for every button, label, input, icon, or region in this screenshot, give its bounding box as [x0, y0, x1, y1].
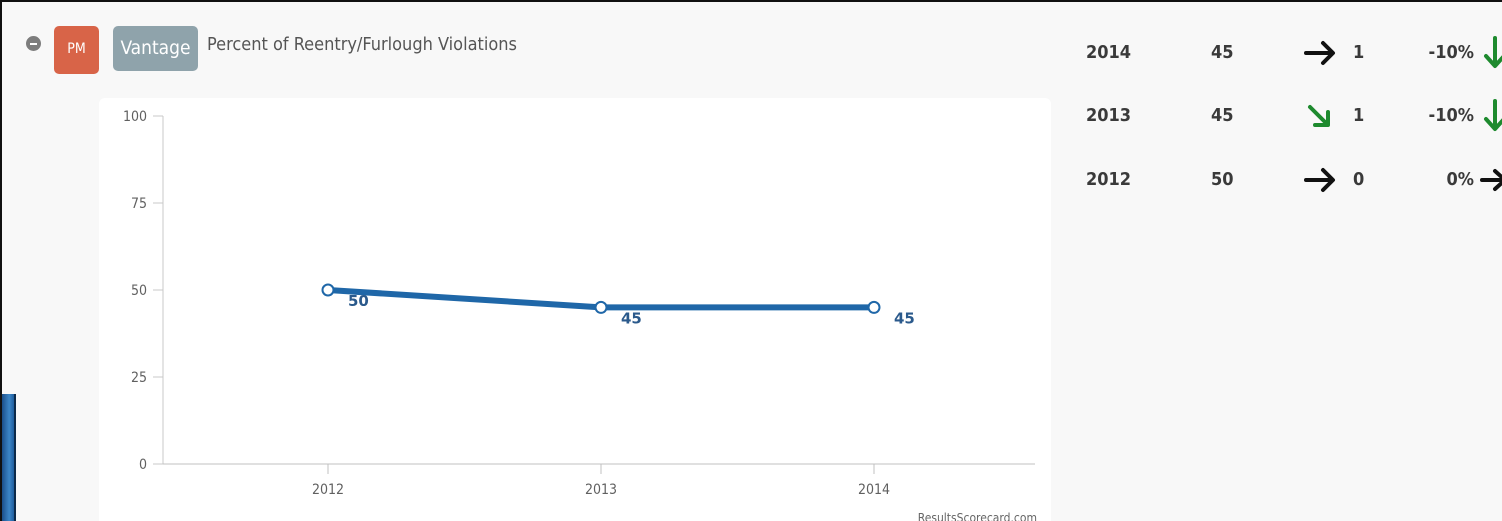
right-arrow-icon [1304, 41, 1335, 65]
y-tick-label: 75 [131, 196, 147, 212]
program-badge[interactable]: Vantage [113, 26, 198, 71]
data-point [321, 283, 335, 297]
data-label: 45 [621, 309, 642, 327]
down-arrow-icon [1484, 99, 1502, 131]
row-year: 2014 [1086, 42, 1132, 63]
x-tick-label: 2012 [312, 482, 344, 498]
collapse-icon[interactable] [26, 36, 41, 51]
y-tick-label: 0 [139, 457, 147, 473]
line-chart: 100 75 50 25 0 2012 2013 2014 50 45 45 ResultsScore… [123, 109, 1037, 521]
measure-title[interactable]: Percent of Reentry/Furlough Violations [207, 34, 517, 55]
background-graphic [2, 394, 16, 521]
chart-card: 100 75 50 25 0 2012 2013 2014 50 45 45 ResultsScore… [99, 98, 1051, 521]
x-tick-label: 2013 [585, 482, 617, 498]
measure-type-badge[interactable]: PM [54, 26, 99, 74]
down-arrow-icon [1484, 36, 1502, 68]
summary-row: 2013 45 1 -10% [1062, 95, 1502, 135]
row-change: 0 [1353, 169, 1365, 190]
row-percent: -10% [1428, 105, 1474, 126]
y-tick-label: 50 [131, 283, 147, 299]
row-change: 1 [1353, 42, 1365, 63]
data-label: 45 [894, 309, 915, 327]
row-percent: -10% [1428, 42, 1474, 63]
x-tick-label: 2014 [858, 482, 890, 498]
data-point [867, 300, 881, 314]
row-year: 2013 [1086, 105, 1132, 126]
summary-row: 2014 45 1 -10% [1062, 32, 1502, 72]
summary-row: 2012 50 0 0% [1062, 159, 1502, 199]
row-change: 1 [1353, 105, 1365, 126]
row-year: 2012 [1086, 169, 1132, 190]
row-value: 50 [1211, 169, 1234, 190]
row-value: 45 [1211, 42, 1234, 63]
data-label: 50 [348, 292, 369, 310]
row-value: 45 [1211, 105, 1234, 126]
chart-credit: ResultsScorecard.com [918, 511, 1037, 521]
down-right-arrow-icon [1308, 105, 1330, 127]
y-tick-label: 25 [131, 370, 147, 386]
right-arrow-icon [1304, 168, 1335, 192]
y-tick-label: 100 [123, 109, 147, 125]
right-arrow-icon [1480, 169, 1502, 191]
row-percent: 0% [1446, 169, 1475, 190]
data-point [594, 300, 608, 314]
